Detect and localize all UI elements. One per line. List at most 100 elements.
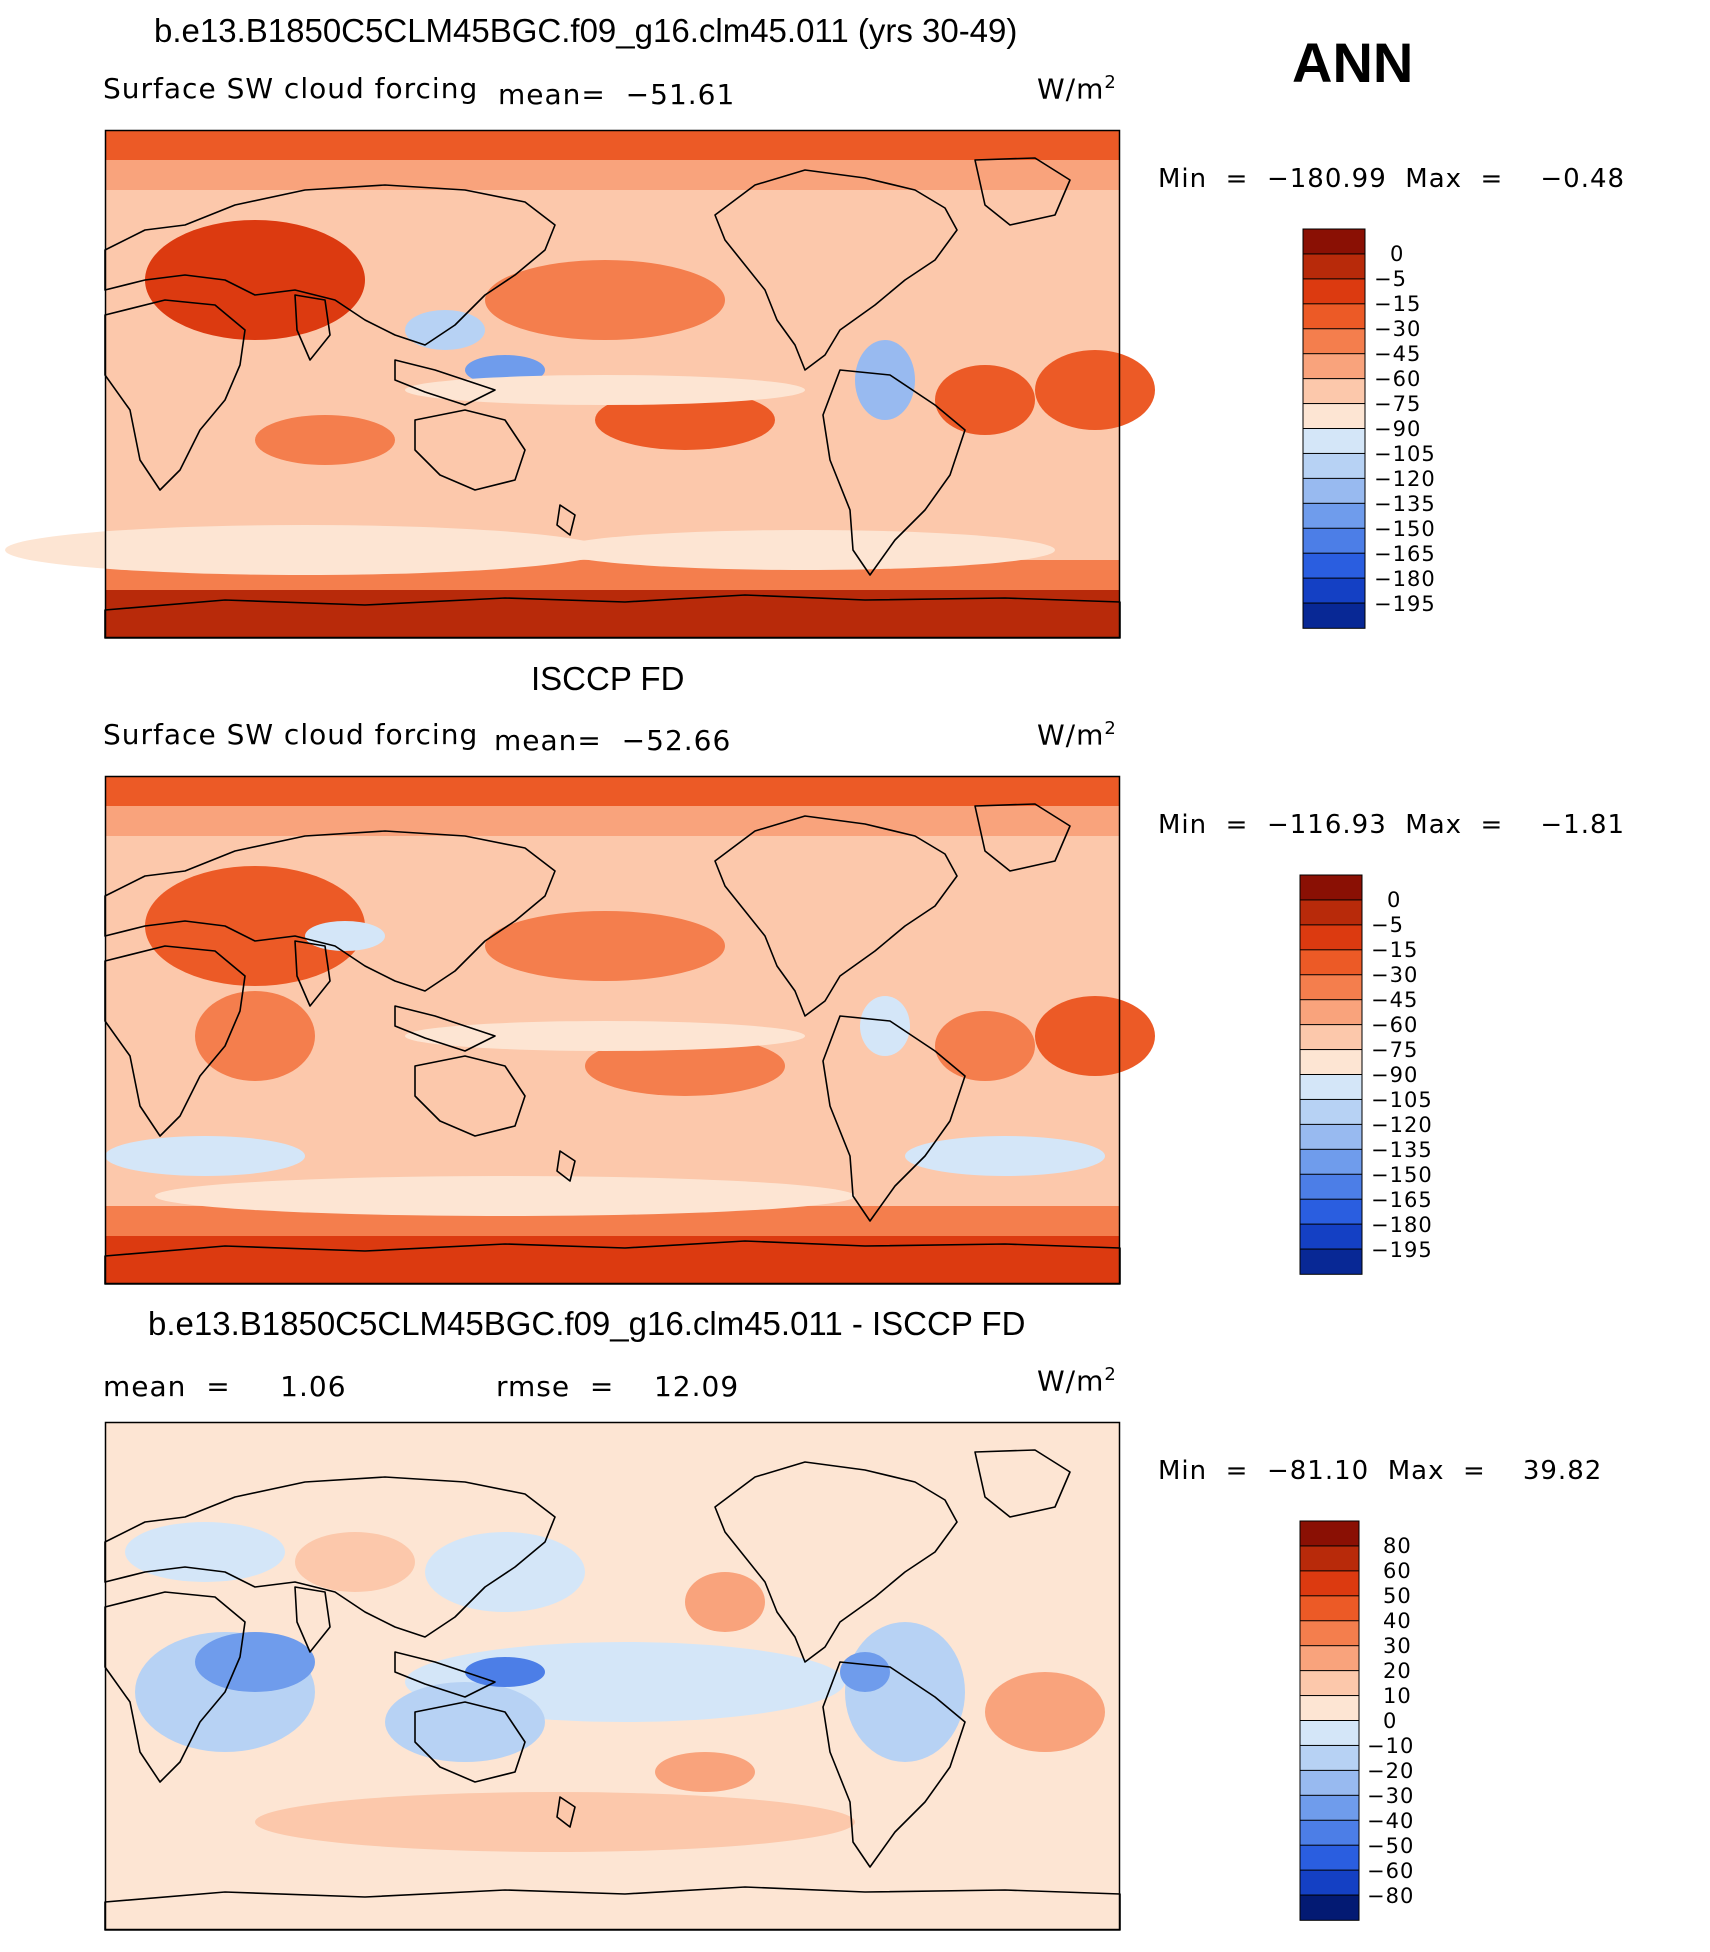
coastline <box>822 1015 966 1222</box>
field-contour <box>840 1652 890 1692</box>
field-contour <box>935 1011 1035 1081</box>
colorbar-swatch <box>1302 552 1366 579</box>
colorbar-tick-label: 0 <box>1390 242 1405 266</box>
colorbar-swatch <box>1299 1869 1360 1896</box>
colorbar-tick-label: −90 <box>1371 1063 1419 1087</box>
zonal-band <box>105 806 1120 836</box>
colorbar-swatch <box>1299 899 1363 926</box>
panel-3-mean-label: mean = 1.06 <box>103 1370 347 1403</box>
coastline <box>556 1796 576 1828</box>
colorbar-tick-label: 0 <box>1383 1709 1398 1733</box>
panel-2-mean-label: mean= −52.66 <box>494 724 732 757</box>
coastline <box>104 299 246 491</box>
colorbar-swatch <box>1299 1123 1363 1151</box>
colorbar-swatch <box>1302 353 1366 380</box>
field-contour <box>860 996 910 1056</box>
colorbar-swatch <box>1299 1894 1360 1921</box>
field-contour <box>405 375 805 405</box>
coastline <box>556 1150 576 1182</box>
panel-1-units: W/m2 <box>1037 72 1117 106</box>
colorbar-swatch <box>1299 1620 1360 1647</box>
colorbar-tick-label: 80 <box>1383 1534 1412 1558</box>
coastline <box>104 184 556 346</box>
field-contour <box>105 1136 305 1176</box>
colorbar-tick-label: −195 <box>1374 592 1436 616</box>
panel-2-title: ISCCP FD <box>531 660 685 697</box>
coastline <box>104 1591 246 1783</box>
colorbar-tick-label: −180 <box>1374 567 1436 591</box>
field-contour <box>255 415 395 465</box>
colorbar-tick-label: 50 <box>1383 1584 1412 1608</box>
zonal-band <box>105 590 1120 638</box>
zonal-band <box>105 1422 1120 1452</box>
field-contour <box>1035 996 1155 1076</box>
colorbar-tick-label: −135 <box>1371 1138 1433 1162</box>
colorbar-tick-label: 10 <box>1383 1684 1412 1708</box>
field-contour <box>295 1532 415 1592</box>
colorbar-swatch <box>1299 1844 1360 1871</box>
coastline <box>974 803 1071 872</box>
colorbar-swatch <box>1299 1024 1363 1051</box>
colorbar-tick-label: −15 <box>1374 292 1422 316</box>
colorbar-tick-label: −90 <box>1374 417 1422 441</box>
field-contour <box>485 260 725 340</box>
colorbar-swatch <box>1302 502 1366 530</box>
colorbar-swatch <box>1299 1049 1363 1076</box>
coastline <box>394 359 496 406</box>
zonal-band <box>105 1236 1120 1284</box>
colorbar-tick-label: −40 <box>1367 1809 1415 1833</box>
panel-2-variable-label: Surface SW cloud forcing <box>103 718 479 751</box>
colorbar-tick-label: −165 <box>1374 542 1436 566</box>
zonal-band <box>105 776 1120 806</box>
field-contour <box>195 1632 315 1692</box>
colorbar-swatch <box>1299 999 1363 1026</box>
colorbar-swatch <box>1299 1695 1360 1722</box>
map-frame <box>104 775 1121 1285</box>
panel-1-variable-label: Surface SW cloud forcing <box>103 72 479 105</box>
colorbar-tick-label: −60 <box>1367 1859 1415 1883</box>
colorbar-tick-label: −5 <box>1374 267 1407 291</box>
field-contour <box>585 1036 785 1096</box>
colorbar-tick-label: 40 <box>1383 1609 1412 1633</box>
field-contour <box>195 991 315 1081</box>
field-contour <box>145 866 365 986</box>
colorbar-swatch <box>1299 1074 1363 1101</box>
colorbar-swatch <box>1299 1570 1360 1597</box>
colorbar-tick-label: −30 <box>1367 1784 1415 1808</box>
field-contour <box>305 921 385 951</box>
panel-3-colorbar <box>1299 1520 1360 1921</box>
field-contour <box>935 365 1035 435</box>
colorbar-swatch <box>1299 924 1363 951</box>
coastline <box>104 830 556 992</box>
zonal-band <box>105 1882 1120 1930</box>
colorbar-swatch <box>1302 403 1366 430</box>
field-contour <box>555 530 1055 570</box>
colorbar-tick-label: −80 <box>1367 1884 1415 1908</box>
field-contour <box>145 220 365 340</box>
coastline <box>294 294 331 361</box>
colorbar-swatch <box>1299 1720 1360 1747</box>
colorbar-swatch <box>1299 949 1363 976</box>
panel-3-rmse-label: rmse = 12.09 <box>496 1370 740 1403</box>
colorbar-tick-label: −45 <box>1371 988 1419 1012</box>
field-contour <box>465 1657 545 1687</box>
coastline <box>714 1461 958 1663</box>
colorbar-swatch <box>1299 1520 1360 1547</box>
panel-2-minmax: Min = −116.93 Max = −1.81 <box>1158 810 1626 840</box>
panel-1-colorbar <box>1302 228 1366 629</box>
colorbar-tick-label: −120 <box>1371 1113 1433 1137</box>
colorbar-swatch <box>1302 452 1366 480</box>
colorbar-tick-label: −60 <box>1374 367 1422 391</box>
panel-3-title: b.e13.B1850C5CLM45BGC.f09_g16.clm45.011 … <box>148 1305 1026 1342</box>
colorbar-swatch <box>1299 974 1363 1001</box>
colorbar-tick-label: 60 <box>1383 1559 1412 1583</box>
panel-1-mean-label: mean= −51.61 <box>498 78 736 111</box>
colorbar-swatch <box>1302 253 1366 280</box>
coastline <box>414 1055 526 1137</box>
colorbar-swatch <box>1299 1744 1360 1772</box>
field-contour <box>5 525 605 575</box>
colorbar-swatch <box>1302 278 1366 305</box>
colorbar-tick-label: −50 <box>1367 1834 1415 1858</box>
colorbar-swatch <box>1299 1173 1363 1200</box>
colorbar-tick-label: −10 <box>1367 1734 1415 1758</box>
